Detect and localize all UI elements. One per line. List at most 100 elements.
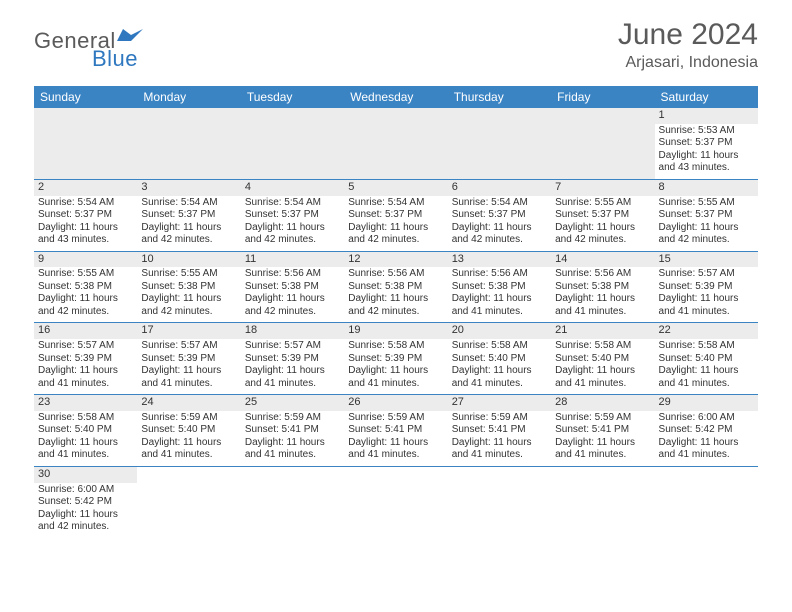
cell-line: Sunrise: 5:57 AM <box>141 340 236 353</box>
cell-line: Sunrise: 5:58 AM <box>555 340 650 353</box>
cell-line: and 41 minutes. <box>555 378 650 391</box>
cell-line: Sunset: 5:37 PM <box>555 209 650 222</box>
cell-line: Daylight: 11 hours <box>348 293 443 306</box>
day-header-cell: Monday <box>137 86 240 108</box>
cell-line: Daylight: 11 hours <box>555 222 650 235</box>
logo-text-blue: Blue <box>92 46 143 72</box>
day-number: 6 <box>448 180 551 196</box>
day-number: 7 <box>551 180 654 196</box>
cell-line: Daylight: 11 hours <box>348 365 443 378</box>
calendar-cell: 17Sunrise: 5:57 AMSunset: 5:39 PMDayligh… <box>137 323 240 394</box>
calendar-week: 23Sunrise: 5:58 AMSunset: 5:40 PMDayligh… <box>34 395 758 467</box>
cell-line: and 42 minutes. <box>245 234 340 247</box>
cell-line: Sunset: 5:38 PM <box>452 281 547 294</box>
day-number: 2 <box>34 180 137 196</box>
cell-line: Sunrise: 5:55 AM <box>555 197 650 210</box>
day-header-cell: Sunday <box>34 86 137 108</box>
day-number: 26 <box>344 395 447 411</box>
cell-line: and 41 minutes. <box>245 378 340 391</box>
calendar-cell: 4Sunrise: 5:54 AMSunset: 5:37 PMDaylight… <box>241 180 344 251</box>
day-number: 8 <box>655 180 758 196</box>
cell-line: Sunrise: 5:54 AM <box>452 197 547 210</box>
cell-line: Daylight: 11 hours <box>555 365 650 378</box>
day-number: 12 <box>344 252 447 268</box>
cell-line: and 42 minutes. <box>38 521 133 534</box>
calendar-cell: 21Sunrise: 5:58 AMSunset: 5:40 PMDayligh… <box>551 323 654 394</box>
day-number: 18 <box>241 323 344 339</box>
cell-line: and 41 minutes. <box>348 449 443 462</box>
cell-line: Sunset: 5:41 PM <box>245 424 340 437</box>
calendar-cell: 22Sunrise: 5:58 AMSunset: 5:40 PMDayligh… <box>655 323 758 394</box>
calendar-cell <box>448 467 551 538</box>
cell-line: Sunrise: 5:55 AM <box>659 197 754 210</box>
cell-line: Daylight: 11 hours <box>348 437 443 450</box>
day-number: 5 <box>344 180 447 196</box>
cell-line: and 41 minutes. <box>141 449 236 462</box>
cell-line: Daylight: 11 hours <box>452 293 547 306</box>
cell-line: Sunset: 5:37 PM <box>38 209 133 222</box>
cell-line: Sunset: 5:38 PM <box>348 281 443 294</box>
cell-line: and 42 minutes. <box>141 234 236 247</box>
cell-line: Sunrise: 6:00 AM <box>659 412 754 425</box>
cell-line: Sunrise: 5:53 AM <box>659 125 754 138</box>
day-header-cell: Wednesday <box>344 86 447 108</box>
title-block: June 2024 Arjasari, Indonesia <box>618 18 758 72</box>
cell-line: Daylight: 11 hours <box>555 293 650 306</box>
cell-line: Daylight: 11 hours <box>452 365 547 378</box>
cell-line: Sunrise: 6:00 AM <box>38 484 133 497</box>
cell-line: Sunset: 5:42 PM <box>659 424 754 437</box>
cell-line: Sunrise: 5:58 AM <box>38 412 133 425</box>
calendar: SundayMondayTuesdayWednesdayThursdayFrid… <box>34 86 758 538</box>
calendar-cell: 18Sunrise: 5:57 AMSunset: 5:39 PMDayligh… <box>241 323 344 394</box>
day-number: 29 <box>655 395 758 411</box>
cell-line: and 42 minutes. <box>348 306 443 319</box>
calendar-cell <box>344 467 447 538</box>
calendar-cell <box>137 467 240 538</box>
cell-line: and 41 minutes. <box>38 378 133 391</box>
calendar-week: 16Sunrise: 5:57 AMSunset: 5:39 PMDayligh… <box>34 323 758 395</box>
cell-line: and 41 minutes. <box>245 449 340 462</box>
cell-line: Sunset: 5:39 PM <box>38 353 133 366</box>
day-number: 23 <box>34 395 137 411</box>
calendar-cell <box>448 108 551 179</box>
calendar-cell <box>241 467 344 538</box>
cell-line: Daylight: 11 hours <box>555 437 650 450</box>
day-header-cell: Saturday <box>655 86 758 108</box>
cell-line: and 41 minutes. <box>659 449 754 462</box>
cell-line: and 41 minutes. <box>141 378 236 391</box>
cell-line: Daylight: 11 hours <box>659 222 754 235</box>
calendar-cell <box>137 108 240 179</box>
cell-line: and 42 minutes. <box>659 234 754 247</box>
cell-line: Daylight: 11 hours <box>141 437 236 450</box>
day-number: 17 <box>137 323 240 339</box>
cell-line: Daylight: 11 hours <box>659 437 754 450</box>
calendar-cell: 20Sunrise: 5:58 AMSunset: 5:40 PMDayligh… <box>448 323 551 394</box>
cell-line: Sunrise: 5:54 AM <box>245 197 340 210</box>
cell-line: Sunset: 5:40 PM <box>659 353 754 366</box>
cell-line: and 42 minutes. <box>348 234 443 247</box>
cell-line: Daylight: 11 hours <box>38 437 133 450</box>
cell-line: and 42 minutes. <box>141 306 236 319</box>
cell-line: Sunrise: 5:59 AM <box>348 412 443 425</box>
cell-line: Sunset: 5:39 PM <box>348 353 443 366</box>
cell-line: Sunset: 5:37 PM <box>659 137 754 150</box>
cell-line: Daylight: 11 hours <box>141 365 236 378</box>
cell-line: Sunset: 5:40 PM <box>141 424 236 437</box>
calendar-cell: 5Sunrise: 5:54 AMSunset: 5:37 PMDaylight… <box>344 180 447 251</box>
day-number: 20 <box>448 323 551 339</box>
calendar-cell: 6Sunrise: 5:54 AMSunset: 5:37 PMDaylight… <box>448 180 551 251</box>
day-header-row: SundayMondayTuesdayWednesdayThursdayFrid… <box>34 86 758 108</box>
cell-line: Sunset: 5:41 PM <box>452 424 547 437</box>
day-number: 28 <box>551 395 654 411</box>
cell-line: Sunset: 5:39 PM <box>245 353 340 366</box>
cell-line: Daylight: 11 hours <box>38 293 133 306</box>
calendar-cell <box>655 467 758 538</box>
cell-line: Sunset: 5:40 PM <box>452 353 547 366</box>
day-number: 21 <box>551 323 654 339</box>
cell-line: Daylight: 11 hours <box>452 222 547 235</box>
cell-line: Daylight: 11 hours <box>38 365 133 378</box>
cell-line: and 41 minutes. <box>348 378 443 391</box>
cell-line: Sunrise: 5:56 AM <box>245 268 340 281</box>
day-number: 16 <box>34 323 137 339</box>
cell-line: and 43 minutes. <box>659 162 754 175</box>
